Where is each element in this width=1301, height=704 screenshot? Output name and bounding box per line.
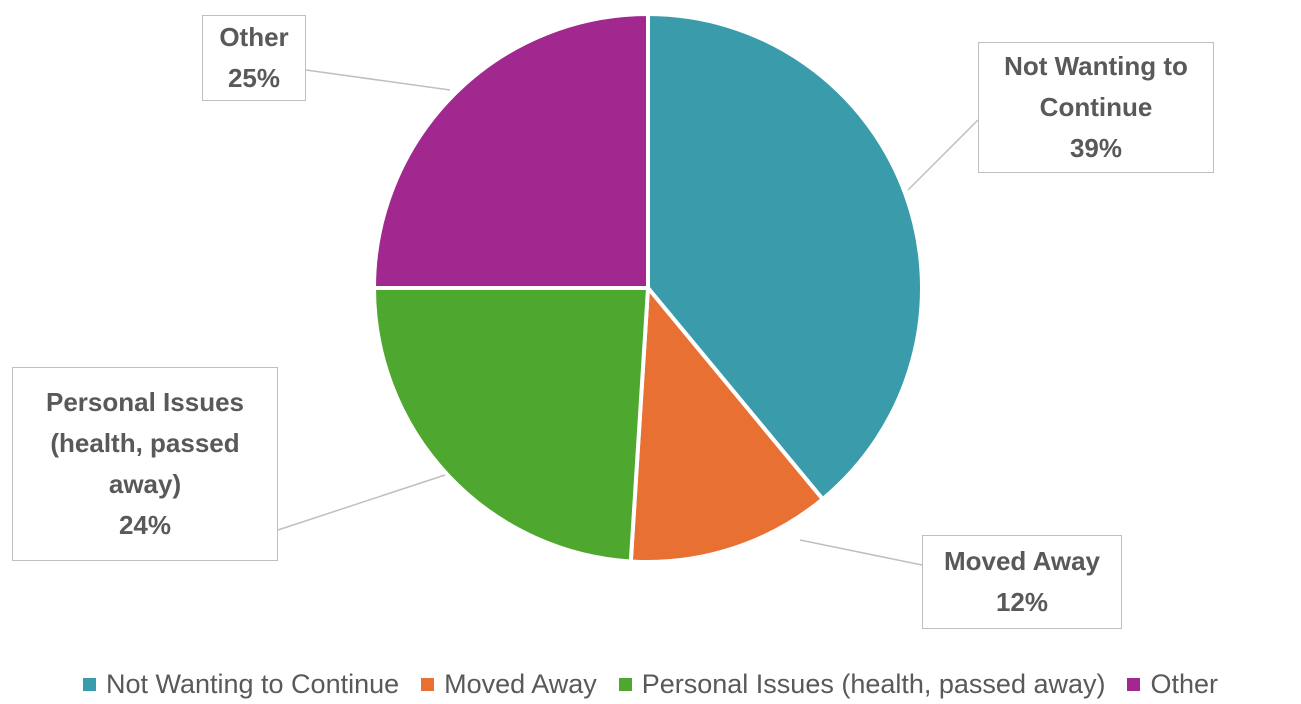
legend-label: Moved Away	[444, 668, 597, 699]
legend-label: Not Wanting to Continue	[105, 668, 400, 699]
pie-slice	[371, 286, 651, 564]
label-value: 39%	[1069, 133, 1123, 163]
legend-item: Personal Issues (health, passed away)	[618, 668, 1106, 700]
legend-swatch	[618, 677, 632, 691]
pie-slice	[371, 11, 650, 290]
label-value: 25%	[227, 63, 281, 93]
legend-label: Other	[1150, 668, 1219, 699]
data-label: Other 25%	[202, 15, 306, 101]
label-category: Personal Issues (health, passed away)	[46, 387, 244, 499]
leader-line	[799, 539, 923, 566]
data-label: Moved Away 12%	[922, 535, 1122, 629]
leader-line	[305, 69, 451, 91]
leader-line	[277, 474, 446, 531]
pie-slice	[628, 282, 826, 564]
data-label: Not Wanting to Continue 39%	[978, 42, 1214, 173]
legend-item: Not Wanting to Continue	[82, 668, 400, 700]
label-value: 12%	[995, 587, 1049, 617]
data-label: Personal Issues (health, passed away) 24%	[12, 367, 278, 561]
pie-slice	[646, 11, 924, 502]
legend-swatch	[82, 677, 96, 691]
legend-item: Other	[1127, 669, 1218, 700]
legend-swatch	[1127, 677, 1141, 691]
label-category: Moved Away	[943, 546, 1101, 576]
label-value: 24%	[118, 510, 172, 540]
leader-line	[907, 119, 979, 191]
legend: Not Wanting to Continue Moved Away Persona…	[0, 664, 1301, 704]
legend-label: Personal Issues (health, passed away)	[641, 668, 1106, 699]
legend-swatch	[421, 677, 435, 691]
label-category: Other	[219, 22, 289, 52]
legend-item: Moved Away	[421, 669, 597, 700]
label-category: Not Wanting to Continue	[1004, 51, 1188, 122]
